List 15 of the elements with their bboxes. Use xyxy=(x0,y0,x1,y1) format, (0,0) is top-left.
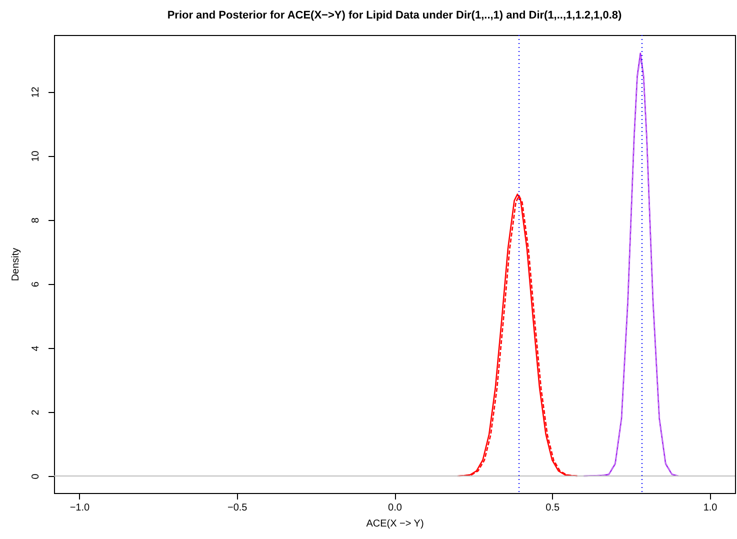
x-tick-label: −0.5 xyxy=(227,502,248,514)
y-axis-title: Density xyxy=(10,248,22,282)
x-tick-label: −1.0 xyxy=(70,502,90,514)
x-tick-label: 1.0 xyxy=(703,502,718,514)
x-axis-title: ACE(X −> Y) xyxy=(366,518,424,530)
chart-title: Prior and Posterior for ACE(X−>Y) for Lipid Data under Dir(1,..,1) and Dir(1,..,1,1.2,1,0.8) xyxy=(167,10,622,22)
y-tick-label: 8 xyxy=(30,217,42,224)
y-tick-label: 2 xyxy=(30,409,42,416)
x-tick-label: 0.5 xyxy=(546,502,560,514)
y-tick-label: 4 xyxy=(30,345,42,352)
y-tick-label: 10 xyxy=(30,150,42,162)
y-tick-label: 0 xyxy=(30,473,42,480)
y-tick-label: 6 xyxy=(30,281,42,288)
x-tick-label: 0.0 xyxy=(388,502,402,514)
y-tick-label: 12 xyxy=(30,86,42,98)
